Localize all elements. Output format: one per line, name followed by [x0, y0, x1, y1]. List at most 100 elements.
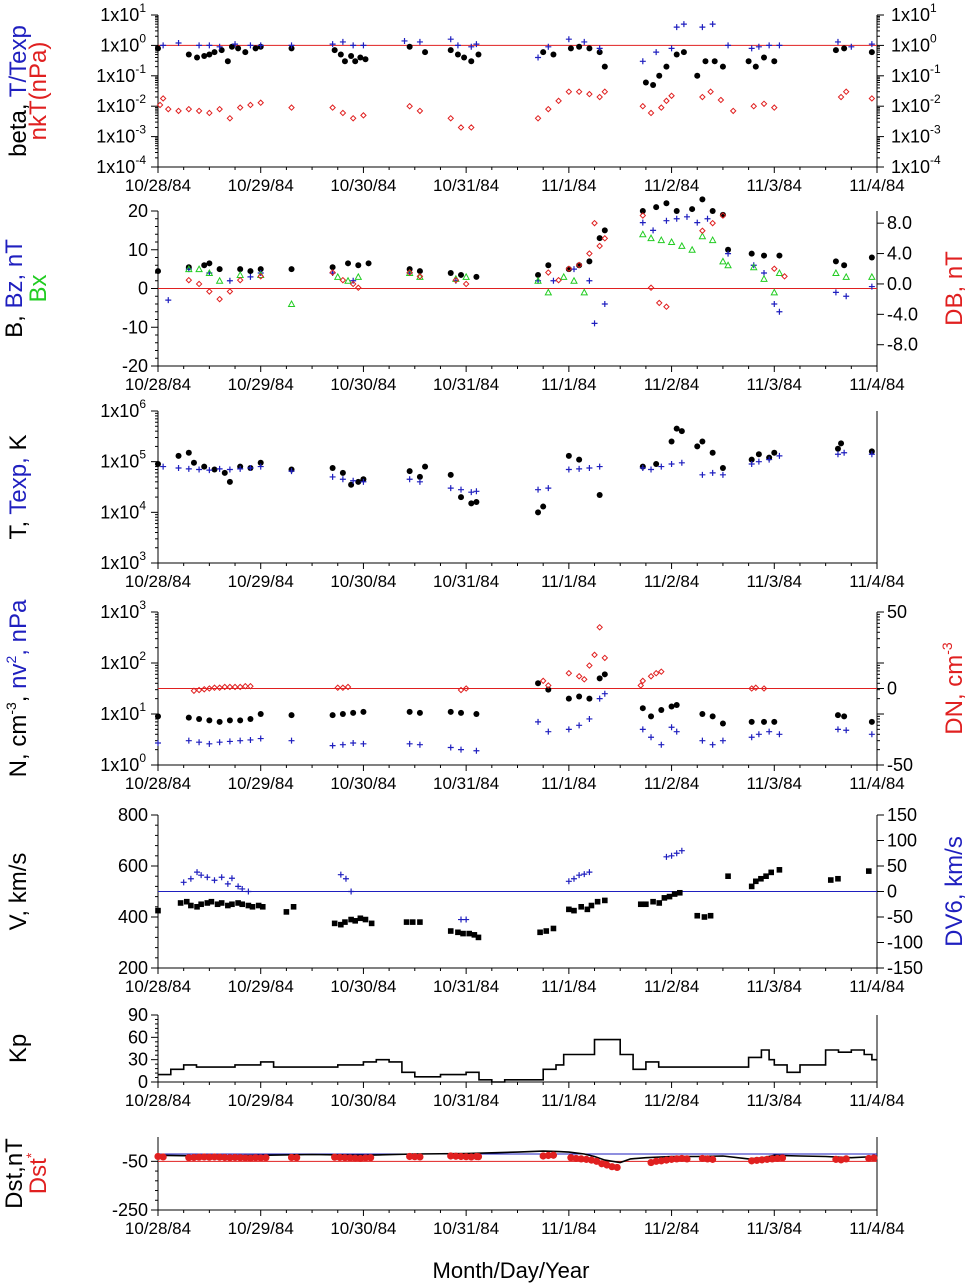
y-tick-label: 200	[118, 958, 148, 978]
y-tick-label: -20	[122, 356, 148, 376]
data-point-N	[447, 708, 454, 715]
data-point-DN	[539, 677, 547, 685]
data-point-Dst*	[462, 1153, 470, 1161]
data-point-nkT	[216, 105, 223, 113]
data-point-N	[206, 717, 213, 724]
data-point-N	[596, 675, 603, 682]
data-point-Bz	[247, 273, 254, 280]
data-point-nkT	[406, 102, 413, 110]
data-point-B	[601, 227, 608, 234]
data-point-nv2	[868, 731, 875, 738]
y2-tick-label: 0	[887, 679, 897, 699]
data-point-beta	[242, 49, 249, 56]
data-point-N	[416, 709, 423, 716]
data-point-beta	[596, 49, 603, 56]
data-point-DN	[236, 683, 244, 691]
data-point-Texp	[699, 471, 706, 478]
data-point-nv2	[535, 718, 542, 725]
data-point-nkT	[339, 109, 347, 117]
data-point-B	[776, 252, 783, 259]
y2-tick-label: 0	[887, 882, 897, 902]
data-point-nv2	[639, 726, 646, 733]
y-tick-label: 1x104	[100, 498, 146, 522]
data-point-DV6	[235, 883, 242, 890]
data-point-nkT	[236, 104, 244, 111]
data-point-Dst*	[447, 1152, 455, 1160]
data-point-nv2	[257, 735, 264, 742]
data-point-DB	[655, 299, 663, 307]
data-point-DN	[206, 685, 213, 692]
panel-6: 10/28/84 10/29/84 10/30/84 10/31/84 11/1/84 1…	[5, 1005, 905, 1110]
data-point-N	[535, 680, 542, 687]
data-point-N	[216, 718, 223, 725]
data-point-beta	[235, 45, 242, 52]
data-point-T	[226, 478, 233, 485]
data-point-Bz	[663, 217, 670, 224]
data-point-Dst*	[195, 1153, 203, 1161]
data-point-N	[257, 711, 264, 717]
y-axis-subtitle: Dst*​	[23, 1152, 52, 1194]
data-point-DB	[719, 212, 727, 219]
data-point-Texp	[576, 465, 583, 472]
data-point-nkT	[663, 97, 670, 105]
data-point-nkT	[565, 88, 573, 96]
data-point-Dst*	[842, 1155, 850, 1163]
data-point-B	[748, 250, 755, 257]
y-tick-label: -50	[122, 1151, 148, 1171]
panels: 10/28/84 10/29/84 10/30/84 10/31/84 11/1/84 1…	[1, 1, 968, 1238]
data-point-V	[255, 902, 262, 909]
data-point-Dst*	[251, 1154, 260, 1162]
data-point-DN	[596, 623, 603, 631]
data-point-DV6	[565, 878, 572, 885]
data-point-Texp	[406, 476, 413, 483]
data-point-V	[229, 901, 235, 908]
y2-tick-label: 1x10-3	[891, 123, 941, 147]
y-tick-label: 1x10-1	[96, 62, 146, 86]
data-point-nv2	[237, 737, 244, 744]
data-point-DV6	[228, 875, 235, 882]
data-point-V	[661, 895, 668, 901]
data-point-Dst*	[331, 1153, 339, 1161]
y2-tick-label: -50	[887, 907, 913, 927]
data-point-N	[329, 712, 336, 719]
data-point-T/Texp	[454, 42, 461, 49]
data-point-Bx	[184, 265, 193, 273]
data-point-T/Texp	[339, 38, 346, 45]
x-tick-label: 10/31/84	[433, 176, 499, 195]
data-point-B	[365, 260, 372, 267]
data-point-nkT	[868, 95, 876, 102]
data-point-T	[834, 445, 841, 452]
data-point-DN	[241, 682, 249, 690]
data-point-T	[190, 459, 197, 466]
data-point-Texp	[668, 460, 675, 467]
data-point-T/Texp	[565, 36, 572, 43]
data-point-Texp	[648, 466, 655, 473]
data-point-Bz	[639, 219, 646, 226]
data-point-T/Texp	[680, 21, 687, 28]
data-point-T	[540, 503, 547, 510]
y-tick-label: 20	[128, 201, 148, 221]
data-point-Bz	[725, 250, 732, 257]
data-point-beta	[454, 51, 461, 58]
data-point-Texp	[719, 471, 726, 478]
data-point-DN	[334, 684, 342, 692]
data-point-DV6	[194, 869, 201, 876]
data-point-beta	[185, 51, 192, 58]
data-point-T	[473, 498, 480, 505]
data-point-DN	[760, 685, 768, 692]
y-tick-label: 0	[138, 1072, 148, 1092]
data-point-V	[218, 900, 225, 906]
y-axis-title: T, Texp, K	[5, 435, 32, 540]
data-point-nkT	[545, 105, 552, 113]
data-point-nkT	[586, 90, 593, 98]
y2-tick-label: 8.0	[887, 213, 912, 233]
data-point-N	[834, 712, 841, 719]
data-point-V	[543, 928, 550, 934]
data-point-Dst*	[159, 1153, 167, 1161]
data-point-Bz	[550, 277, 557, 284]
y-tick-label: 1x102	[100, 649, 146, 673]
data-point-DN	[545, 682, 552, 689]
data-point-beta	[331, 47, 338, 54]
data-point-Bx	[534, 276, 542, 284]
data-point-DB	[596, 242, 603, 250]
